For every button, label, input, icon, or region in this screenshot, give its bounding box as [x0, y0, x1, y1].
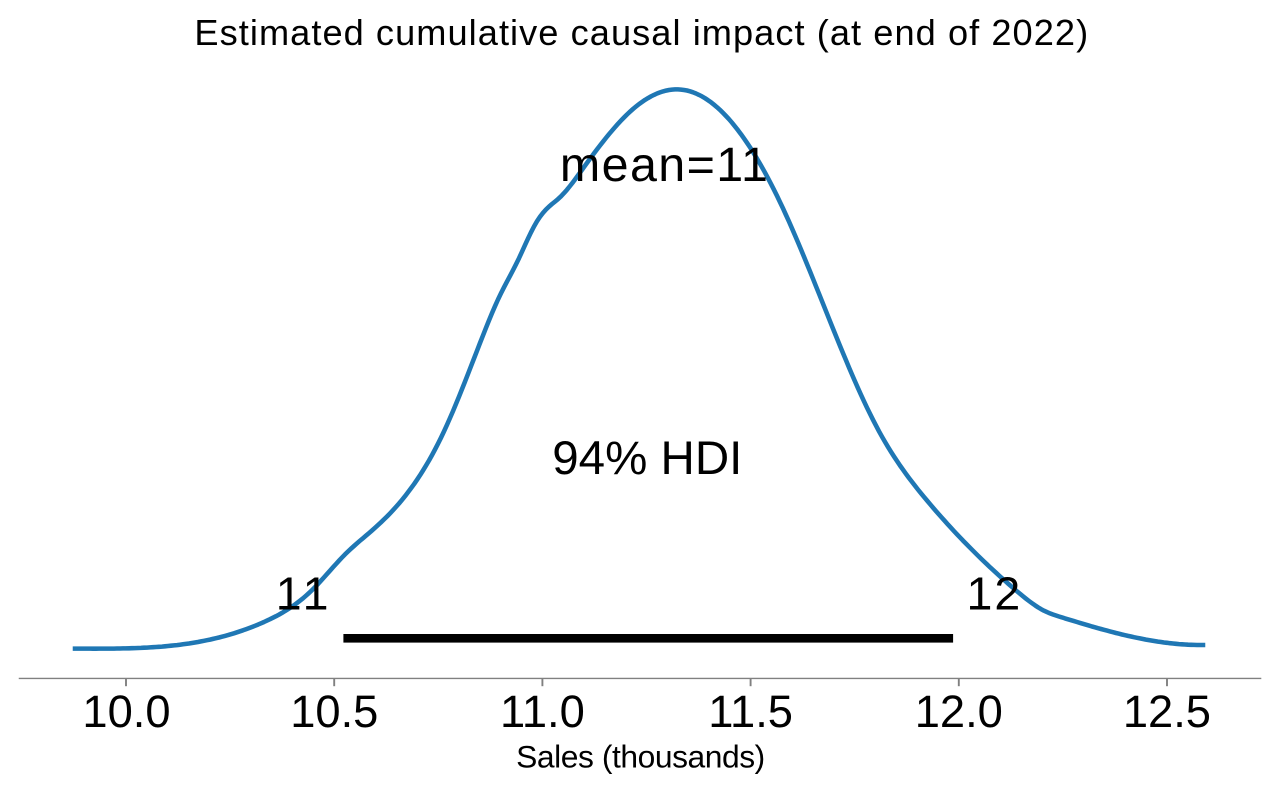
svg-text:11: 11	[276, 568, 333, 620]
svg-text:11.0: 11.0	[500, 686, 585, 737]
svg-text:Sales (thousands): Sales (thousands)	[516, 738, 765, 774]
svg-text:11.5: 11.5	[708, 686, 793, 737]
svg-text:12: 12	[967, 568, 1023, 620]
svg-text:mean=11: mean=11	[560, 138, 769, 192]
svg-text:94% HDI: 94% HDI	[552, 432, 742, 485]
svg-text:10.5: 10.5	[290, 686, 378, 737]
svg-text:12.5: 12.5	[1123, 686, 1211, 737]
svg-text:Estimated cumulative causal im: Estimated cumulative causal impact (at e…	[194, 12, 1089, 53]
svg-text:10.0: 10.0	[82, 686, 170, 737]
svg-text:12.0: 12.0	[915, 686, 1003, 737]
